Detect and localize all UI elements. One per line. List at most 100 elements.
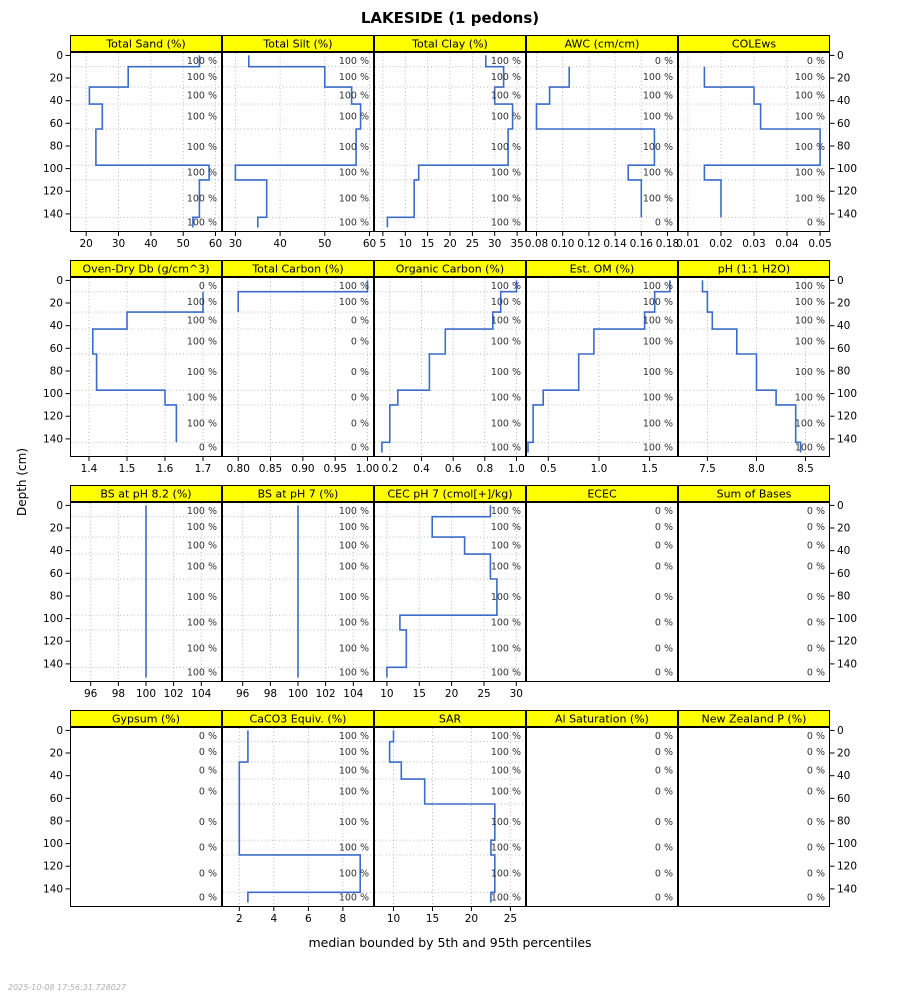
depth-tick-label: 100 — [43, 613, 63, 625]
x-axis: 1.4 1.5 1.6 1.7 — [81, 457, 211, 475]
pct-label: 0 % — [655, 731, 673, 742]
pct-label: 100 % — [187, 367, 217, 378]
x-tick-label: 35 — [510, 238, 523, 250]
depth-tick-label: 140 — [837, 658, 857, 670]
x-tick-label: 50 — [177, 238, 190, 250]
depth-tick-label: 20 — [50, 523, 63, 535]
pct-label: 100 % — [339, 787, 369, 798]
panel-total-clay: Total Clay (%)100 %100 %100 %100 %100 %1… — [374, 35, 526, 250]
pct-label: 0 % — [199, 731, 217, 742]
panel-strip-title: CaCO3 Equiv. (%) — [250, 713, 347, 726]
depth-tick-label: 40 — [50, 95, 63, 107]
panel-total-sand: Total Sand (%)100 %100 %100 %100 %100 %1… — [70, 35, 222, 250]
pct-label: 100 % — [643, 91, 673, 102]
pct-label: 100 % — [795, 281, 825, 292]
x-tick-label: 0.2 — [381, 463, 398, 475]
pct-label: 0 % — [655, 892, 673, 903]
chart-title: LAKESIDE (1 pedons) — [360, 9, 540, 27]
pct-label: 100 % — [795, 142, 825, 153]
depth-tick-label: 140 — [43, 883, 63, 895]
pct-label: 0 % — [807, 892, 825, 903]
profile-line — [386, 505, 498, 678]
profile-line — [388, 730, 496, 903]
pct-label: 100 % — [795, 337, 825, 348]
pct-label: 0 % — [655, 541, 673, 552]
contributing-fraction-labels: 0 % 100 % 100 % 100 % 100 % 100 % 100 % 0 % — [187, 281, 217, 453]
panel-bs-at-ph-8-2: BS at pH 8.2 (%)100 %100 %100 %100 %100 … — [70, 485, 222, 700]
depth-tick-label: 20 — [837, 73, 850, 85]
x-tick-label: 0.02 — [709, 238, 732, 250]
x-tick-label: 5 — [380, 238, 387, 250]
panel-strip — [222, 35, 374, 52]
panel-ecec: ECEC 0 % 0 % 0 % 0 % 0 % 0 % 0 % 0 % — [526, 485, 678, 682]
panel-strip — [222, 260, 374, 277]
row-2-chart: 0 20 40 60 80 100 120 140 0 20 40 60 80 100 120 140 Oven… — [43, 260, 857, 475]
panel-total-silt: Total Silt (%)100 %100 %100 %100 %100 %1… — [222, 35, 376, 250]
panel-strip-title: Total Clay (%) — [411, 38, 488, 51]
pct-label: 100 % — [491, 618, 521, 629]
pct-label: 100 % — [187, 72, 217, 83]
pct-label: 0 % — [199, 747, 217, 758]
pct-label: 100 % — [187, 618, 217, 629]
pct-label: 100 % — [795, 419, 825, 430]
depth-tick-label: 0 — [56, 500, 63, 512]
row-4-chart: 0 20 40 60 80 100 120 140 0 20 40 60 80 100 120 140 Gyps… — [43, 710, 857, 925]
pct-label: 100 % — [491, 562, 521, 573]
pct-label: 0 % — [807, 843, 825, 854]
depth-tick-label: 20 — [50, 298, 63, 310]
pct-label: 0 % — [807, 869, 825, 880]
panel-strip-title: Sum of Bases — [717, 488, 792, 501]
depth-tick-label: 100 — [43, 838, 63, 850]
x-tick-label: 20 — [465, 913, 478, 925]
depth-tick-label: 20 — [837, 523, 850, 535]
pct-label: 100 % — [491, 667, 521, 678]
depth-axis-left: 0 20 40 60 80 100 120 140 — [43, 500, 70, 670]
pct-label: 0 % — [655, 843, 673, 854]
pct-label: 100 % — [187, 194, 217, 205]
pct-label: 100 % — [491, 892, 521, 903]
pct-label: 100 % — [187, 393, 217, 404]
contributing-fraction-labels: 100 % 100 % 100 % 100 % 100 % 100 % 100 % 100 % — [491, 506, 521, 678]
pct-label: 100 % — [491, 56, 521, 67]
x-tick-label: 100 — [288, 688, 308, 700]
depth-tick-label: 140 — [43, 433, 63, 445]
panel-strip-title: Gypsum (%) — [112, 713, 180, 726]
x-tick-label: 98 — [112, 688, 125, 700]
pct-label: 100 % — [339, 72, 369, 83]
panel-oven-dry-db-g-cm-3: Oven-Dry Db (g/cm^3) 0 % 100 % 100 % 100 % 10… — [70, 260, 222, 475]
pct-label: 100 % — [643, 337, 673, 348]
pct-label: 100 % — [339, 644, 369, 655]
depth-tick-label: 20 — [837, 298, 850, 310]
panel-frame — [222, 277, 374, 457]
pct-label: 100 % — [491, 316, 521, 327]
pct-label: 100 % — [491, 393, 521, 404]
panel-frame — [374, 52, 526, 232]
panel-frame — [678, 277, 830, 457]
x-tick-label: 1.00 — [356, 463, 379, 475]
depth-tick-label: 60 — [837, 118, 850, 130]
panel-sum-of-bases: Sum of Bases 0 % 0 % 0 % 0 % 0 % 0 % 0 % 0 % — [678, 485, 830, 682]
pct-label: 100 % — [187, 644, 217, 655]
pct-label: 100 % — [339, 892, 369, 903]
x-tick-label: 1.4 — [81, 463, 98, 475]
contributing-fraction-labels: 100 % 100 % 100 % 100 % 100 % 100 % 100 % 100 % — [339, 56, 369, 228]
plot-area: Depth (cm) 0 20 40 60 80 100 120 140 0 20 40 60 80 10… — [15, 35, 874, 929]
depth-tick-label: 0 — [837, 50, 844, 62]
x-tick-label: 0.80 — [227, 463, 250, 475]
depth-tick-label: 40 — [837, 320, 850, 332]
x-tick-label: 40 — [273, 238, 286, 250]
panel-strip — [526, 260, 678, 277]
panel-strip-title: SAR — [439, 713, 462, 726]
pct-label: 0 % — [807, 644, 825, 655]
x-tick-label: 0.05 — [808, 238, 831, 250]
pct-label: 100 % — [491, 843, 521, 854]
panel-strip-title: New Zealand P (%) — [702, 713, 807, 726]
pct-label: 100 % — [339, 91, 369, 102]
pct-label: 100 % — [795, 367, 825, 378]
x-tick-label: 60 — [363, 238, 376, 250]
depth-tick-label: 120 — [837, 861, 857, 873]
x-tick-label: 40 — [144, 238, 157, 250]
pct-label: 100 % — [187, 91, 217, 102]
panel-strip-title: BS at pH 7 (%) — [258, 488, 339, 501]
